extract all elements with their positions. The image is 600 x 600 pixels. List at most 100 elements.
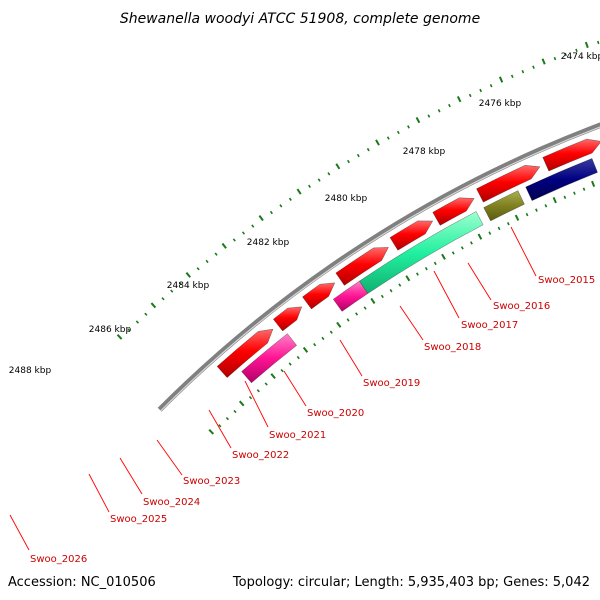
tick-mark bbox=[582, 187, 586, 191]
tick-mark bbox=[280, 368, 284, 373]
tick-mark bbox=[433, 261, 437, 266]
tick-mark bbox=[535, 208, 538, 212]
tick-mark bbox=[575, 48, 578, 53]
label-leader-line bbox=[88, 473, 110, 513]
tick-mark bbox=[327, 172, 331, 176]
tick-mark bbox=[258, 215, 264, 222]
tick-mark bbox=[251, 224, 255, 228]
gene-swoo-2021 bbox=[483, 190, 525, 222]
label-leader-line bbox=[283, 370, 307, 407]
label-leader-line bbox=[339, 339, 363, 377]
tick-mark bbox=[185, 272, 191, 278]
tick-mark bbox=[170, 289, 174, 293]
map-title: Shewanella woodyi ATCC 51908, complete g… bbox=[120, 11, 480, 27]
gene-label[interactable]: Swoo_2022 bbox=[232, 450, 289, 461]
tick-mark bbox=[313, 343, 317, 347]
label-leader-line bbox=[467, 262, 492, 301]
tick-mark bbox=[398, 283, 402, 287]
tick-mark bbox=[196, 267, 200, 271]
cds-feature bbox=[302, 282, 336, 310]
tick-mark bbox=[489, 83, 493, 88]
tick-mark bbox=[405, 275, 411, 282]
tick-mark bbox=[346, 318, 350, 322]
label-leader-line bbox=[156, 439, 183, 476]
tick-mark bbox=[460, 246, 464, 250]
tick-mark bbox=[335, 163, 341, 170]
tick-mark bbox=[144, 312, 148, 316]
label-leader-line bbox=[433, 270, 460, 319]
gene-label[interactable]: Swoo_2023 bbox=[183, 476, 240, 487]
tick-mark bbox=[264, 382, 268, 386]
tick-mark bbox=[302, 346, 309, 353]
kbp-labels: 2474 kbp 2476 kbp 2478 kbp 2480 kbp 2482 kbp… bbox=[9, 52, 600, 376]
tick-mark bbox=[564, 52, 567, 57]
gene-label[interactable]: Swoo_2024 bbox=[143, 497, 200, 508]
tick-mark bbox=[127, 328, 131, 332]
tick-mark bbox=[296, 188, 302, 195]
tick-mark bbox=[296, 355, 300, 360]
tick-mark bbox=[270, 373, 276, 380]
gene-label[interactable]: Swoo_2021 bbox=[269, 430, 326, 441]
kbp-label: 2474 kbp bbox=[561, 52, 600, 62]
tick-mark bbox=[521, 70, 525, 74]
tick-mark bbox=[591, 180, 596, 188]
gene-labels: Swoo_2015 Swoo_2016 Swoo_2017 Swoo_2018 Swoo… bbox=[9, 226, 595, 565]
tick-mark bbox=[269, 210, 273, 215]
tick-mark bbox=[488, 231, 492, 235]
tick-mark bbox=[232, 238, 236, 242]
topology-text: Topology: circular; Length: 5,935,403 bp… bbox=[232, 575, 590, 590]
gene-label[interactable]: Swoo_2026 bbox=[30, 554, 87, 565]
kbp-label: 2478 kbp bbox=[403, 147, 446, 157]
label-leader-line bbox=[119, 457, 143, 495]
cds-feature bbox=[389, 220, 433, 251]
tick-mark bbox=[288, 362, 292, 366]
gene-label[interactable]: Swoo_2017 bbox=[461, 320, 518, 331]
tick-mark bbox=[356, 153, 360, 158]
tick-mark bbox=[424, 266, 428, 271]
accession-text: Accession: NC_010506 bbox=[8, 575, 156, 590]
tick-mark bbox=[233, 409, 237, 414]
tick-mark bbox=[366, 147, 370, 152]
gene-label[interactable]: Swoo_2018 bbox=[424, 342, 481, 353]
gene-label[interactable]: Swoo_2025 bbox=[110, 514, 167, 525]
gene-label[interactable]: Swoo_2016 bbox=[493, 301, 550, 312]
cds-feature bbox=[216, 328, 274, 378]
tick-mark bbox=[241, 231, 246, 235]
tick-mark bbox=[150, 302, 157, 309]
kbp-label: 2482 kbp bbox=[247, 238, 290, 248]
tick-mark bbox=[427, 114, 431, 118]
tick-mark bbox=[506, 221, 510, 226]
tick-mark bbox=[596, 40, 600, 45]
tick-mark bbox=[135, 320, 139, 324]
tick-mark bbox=[370, 297, 376, 305]
gene-features bbox=[216, 138, 600, 384]
tick-mark bbox=[563, 195, 567, 200]
kbp-label: 2486 kbp bbox=[89, 325, 132, 335]
gene-label[interactable]: Swoo_2020 bbox=[307, 408, 364, 419]
label-leader-line bbox=[399, 305, 424, 341]
tick-mark bbox=[441, 253, 446, 260]
cds-feature bbox=[335, 247, 389, 286]
tick-mark bbox=[256, 389, 260, 393]
label-leader-line bbox=[244, 380, 269, 428]
cds-feature bbox=[542, 138, 600, 172]
tick-marks bbox=[116, 40, 600, 435]
tick-mark bbox=[415, 272, 419, 276]
tick-mark bbox=[218, 424, 222, 428]
tick-mark bbox=[238, 400, 245, 407]
tick-mark bbox=[279, 204, 283, 208]
tick-mark bbox=[329, 330, 333, 334]
kbp-label: 2476 kbp bbox=[479, 99, 522, 109]
cds-feature bbox=[273, 306, 303, 332]
tick-mark bbox=[470, 241, 473, 245]
gene-label[interactable]: Swoo_2019 bbox=[363, 378, 420, 389]
tick-mark bbox=[525, 212, 529, 217]
tick-mark bbox=[214, 252, 218, 256]
gene-swoo-2020 bbox=[525, 158, 598, 201]
tick-mark bbox=[448, 103, 451, 108]
gene-label[interactable]: Swoo_2015 bbox=[538, 275, 595, 286]
tick-mark bbox=[407, 125, 410, 129]
gene-swoo-2026 bbox=[241, 333, 297, 384]
kbp-label: 2484 kbp bbox=[167, 281, 210, 291]
